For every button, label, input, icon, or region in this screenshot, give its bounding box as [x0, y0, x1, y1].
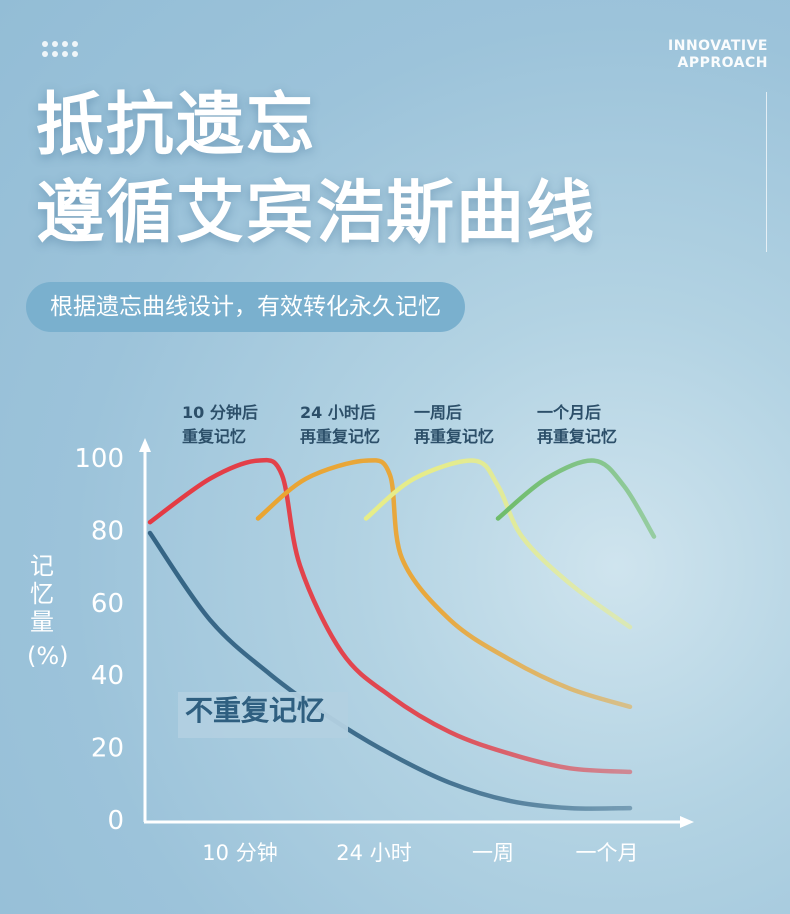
page-title-line-2: 遵循艾宾浩斯曲线 — [36, 174, 597, 253]
x-tick-label: 24 小时 — [336, 841, 411, 865]
y-axis-label-char: 忆 — [30, 580, 54, 608]
annotation-line-1: 24 小时后 — [300, 403, 376, 422]
y-axis-label-char: 记 — [30, 552, 54, 580]
review-curve-1 — [147, 457, 633, 775]
no-review-label: 不重复记忆 — [185, 694, 325, 727]
y-tick-label: 60 — [91, 589, 124, 619]
annotation-line-2: 再重复记忆 — [537, 427, 617, 446]
no-review-curve — [147, 530, 633, 811]
y-axis-arrow-icon — [139, 438, 151, 452]
y-tick-label: 0 — [107, 806, 124, 836]
label-backdrop — [178, 692, 348, 738]
divider-line — [766, 92, 767, 252]
y-tick-label: 20 — [91, 734, 124, 764]
x-axis-arrow-icon — [680, 816, 694, 828]
subtitle-pill: 根据遗忘曲线设计，有效转化永久记忆 — [26, 282, 465, 332]
annotation-line-1: 一周后 — [414, 403, 462, 422]
review-curve-4 — [495, 458, 657, 539]
dots-icon — [42, 41, 78, 57]
brand-tagline: INNOVATIVE APPROACH — [668, 38, 768, 72]
page-title-line-1: 抵抗遗忘 — [36, 86, 317, 165]
curves-group — [147, 457, 657, 811]
y-tick-label: 80 — [91, 516, 124, 546]
y-tick-label: 100 — [74, 444, 124, 474]
x-tick-label: 一个月 — [576, 841, 639, 865]
y-axis-label: 记 忆 量 (%) — [27, 552, 69, 670]
x-tick-label: 10 分钟 — [202, 841, 277, 865]
y-tick-label: 40 — [91, 661, 124, 691]
x-tick-labels: 10 分钟 24 小时 一周 一个月 — [202, 841, 638, 865]
annotation-line-2: 再重复记忆 — [414, 427, 494, 446]
chart-axes — [139, 438, 694, 828]
annotation-line-2: 重复记忆 — [182, 427, 246, 446]
review-curve-3 — [363, 458, 633, 630]
x-tick-label: 一周 — [472, 841, 514, 865]
y-axis-label-char: 量 — [30, 608, 54, 636]
annotation-line-2: 再重复记忆 — [300, 427, 380, 446]
annotation-line-1: 一个月后 — [537, 403, 601, 422]
y-axis-label-unit: (%) — [27, 642, 69, 670]
annotation-line-1: 10 分钟后 — [182, 403, 258, 422]
brand-line-1: INNOVATIVE — [668, 38, 768, 54]
brand-line-2: APPROACH — [677, 55, 768, 71]
review-curve-2 — [255, 458, 633, 710]
y-tick-labels: 100 80 60 40 20 0 — [74, 444, 124, 836]
